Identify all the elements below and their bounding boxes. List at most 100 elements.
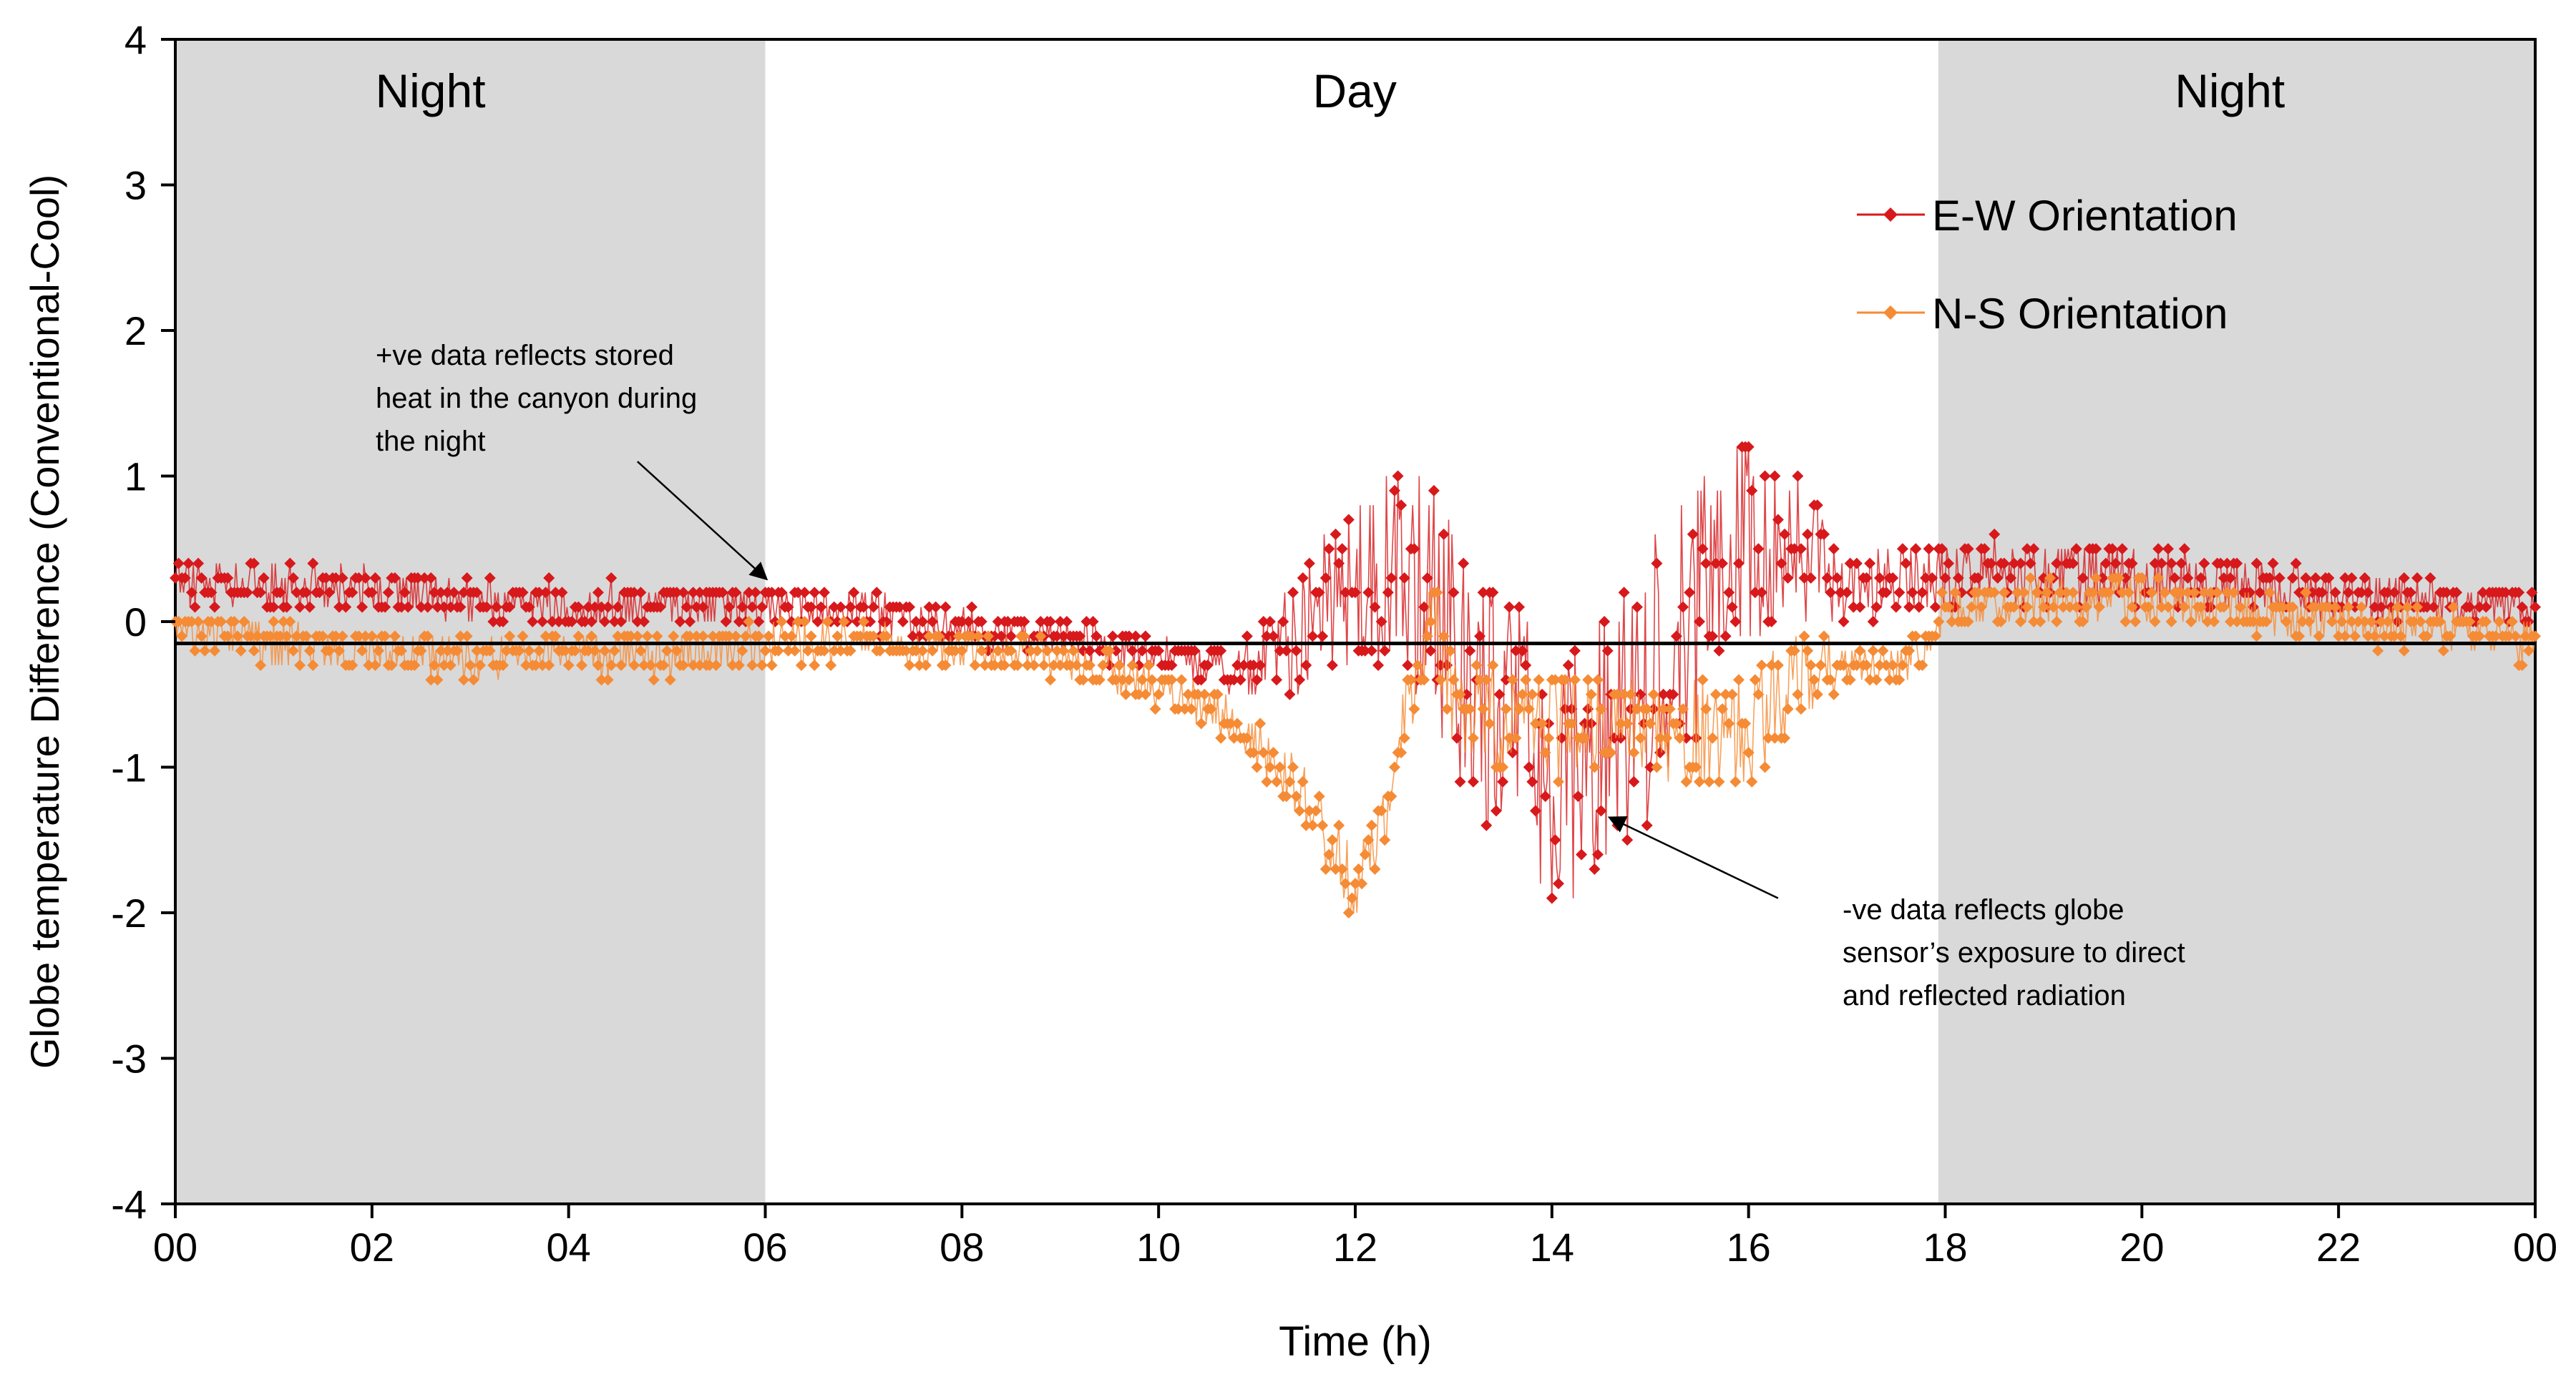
data-point <box>1297 572 1309 584</box>
data-point <box>1110 674 1122 686</box>
data-point <box>396 601 408 613</box>
data-point <box>923 601 935 613</box>
data-point <box>330 630 342 642</box>
data-point <box>631 630 643 642</box>
data-point <box>1516 645 1528 657</box>
data-point <box>1287 587 1299 599</box>
data-point <box>1388 484 1400 496</box>
data-point <box>670 587 683 599</box>
data-point <box>1274 645 1286 657</box>
data-point <box>1435 674 1447 686</box>
data-point <box>389 572 401 584</box>
data-point <box>1143 660 1155 672</box>
data-point <box>1647 703 1659 715</box>
data-point <box>1693 616 1705 627</box>
data-point <box>1133 660 1145 672</box>
data-point <box>1326 660 1338 672</box>
data-point <box>913 630 925 642</box>
data-point <box>1772 514 1784 526</box>
data-point <box>2303 616 2315 627</box>
data-point <box>1943 557 1955 569</box>
data-point <box>2263 572 2275 584</box>
data-point <box>956 616 968 627</box>
data-point <box>582 601 595 613</box>
data-point <box>284 616 296 627</box>
data-point <box>2109 557 2122 569</box>
data-point <box>1460 688 1473 700</box>
data-point <box>641 630 653 642</box>
data-point <box>2424 572 2436 584</box>
data-point <box>2411 572 2424 584</box>
data-point <box>313 587 326 599</box>
data-point <box>1379 834 1391 846</box>
data-point <box>592 587 604 599</box>
data-point <box>927 645 939 657</box>
data-point <box>1166 660 1178 672</box>
data-point <box>1759 470 1771 482</box>
data-point <box>1713 775 1725 788</box>
data-point <box>1166 674 1178 686</box>
data-point <box>2149 557 2161 569</box>
data-point <box>1962 543 1974 555</box>
data-point <box>1746 775 1758 788</box>
data-point <box>2506 616 2518 627</box>
data-point <box>1500 674 1512 686</box>
data-point <box>2339 630 2351 642</box>
data-point <box>1195 717 1207 730</box>
data-point <box>867 630 879 642</box>
data-point <box>805 630 817 642</box>
data-point <box>2375 601 2387 613</box>
data-point <box>1815 660 1827 672</box>
data-point <box>1497 761 1509 773</box>
data-point <box>811 616 824 627</box>
data-point <box>776 616 788 627</box>
data-point <box>1719 688 1732 700</box>
data-point <box>2028 543 2040 555</box>
data-point <box>2178 543 2190 555</box>
data-point <box>880 616 892 627</box>
data-point <box>723 601 736 613</box>
data-point <box>834 601 847 613</box>
data-point <box>1690 761 1702 773</box>
data-point <box>1382 587 1394 599</box>
data-point <box>2470 616 2482 627</box>
data-point <box>1500 703 1512 715</box>
data-point <box>264 630 276 642</box>
data-point <box>411 572 424 584</box>
data-point <box>185 616 197 627</box>
data-point <box>287 572 299 584</box>
data-point <box>1670 630 1682 642</box>
data-point <box>2336 601 2348 613</box>
data-point <box>1520 674 1532 686</box>
data-point <box>569 645 581 657</box>
data-point <box>2107 543 2119 555</box>
data-point <box>1228 674 1240 686</box>
data-point <box>2250 630 2263 642</box>
data-point <box>723 630 736 642</box>
data-point <box>1870 601 1883 613</box>
data-point <box>1661 732 1673 744</box>
data-point <box>1700 557 1712 569</box>
data-point <box>444 601 457 613</box>
data-point <box>1372 660 1385 672</box>
data-point <box>638 616 650 627</box>
data-point <box>323 645 336 657</box>
data-point <box>1490 805 1502 817</box>
data-point <box>1765 660 1777 672</box>
data-point <box>2368 601 2381 613</box>
data-point <box>2316 587 2328 599</box>
data-point <box>1559 674 1571 686</box>
data-point <box>726 660 738 672</box>
data-point <box>605 660 618 672</box>
data-point <box>1018 630 1030 642</box>
data-point <box>333 645 346 657</box>
data-point <box>1300 819 1312 831</box>
data-point <box>487 616 499 627</box>
data-point <box>1634 688 1646 700</box>
data-point <box>527 616 539 627</box>
data-point <box>1313 587 1325 599</box>
data-point <box>2218 601 2230 613</box>
data-point <box>1729 775 1742 788</box>
data-point <box>1107 630 1119 642</box>
data-point <box>1290 645 1302 657</box>
